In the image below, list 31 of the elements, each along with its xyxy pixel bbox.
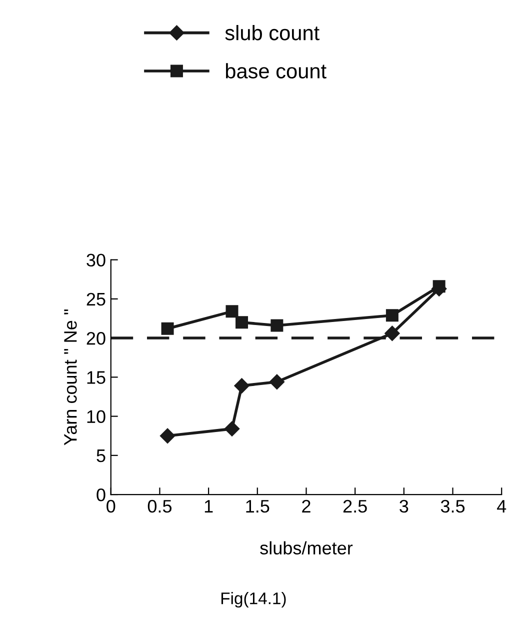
y-tick-label: 25 xyxy=(86,292,106,306)
point xyxy=(270,319,284,332)
x-tick-label: 1.5 xyxy=(246,500,270,513)
point xyxy=(224,421,240,436)
y-tick-label: 5 xyxy=(96,450,106,462)
legend-label: slub count xyxy=(225,25,320,40)
x-tick-label: 3.5 xyxy=(440,500,465,513)
y-axis-title: Yarn count " Ne " xyxy=(64,309,77,446)
y-tick-label: 15 xyxy=(87,371,106,384)
x-tick-label: 4 xyxy=(496,500,506,512)
x-tick-label: 3 xyxy=(400,500,408,513)
y-tick-label: 30 xyxy=(86,254,106,267)
legend-label: base count xyxy=(226,63,326,78)
point xyxy=(234,378,250,394)
point xyxy=(226,305,238,318)
x-tick-label: 0 xyxy=(106,500,116,513)
point xyxy=(384,326,400,341)
x-tick-label: 1 xyxy=(204,500,213,512)
point xyxy=(161,322,174,335)
x-axis-title: slubs/meter xyxy=(260,541,353,554)
point xyxy=(160,428,176,444)
point xyxy=(236,316,248,329)
y-tick-label: 0 xyxy=(96,488,106,502)
point xyxy=(269,374,285,390)
y-tick-label: 20 xyxy=(86,332,106,345)
text: Fig(14.1) xyxy=(221,592,286,608)
x-tick-label: 2.5 xyxy=(343,500,367,513)
point xyxy=(386,309,398,322)
y-tick-label: 10 xyxy=(87,410,106,424)
x-tick-label: 2 xyxy=(302,500,310,512)
x-tick-label: 0.5 xyxy=(148,500,172,513)
